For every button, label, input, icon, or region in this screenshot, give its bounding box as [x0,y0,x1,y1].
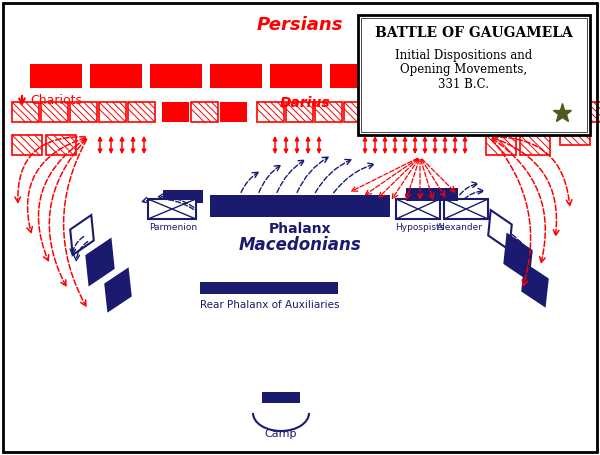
Polygon shape [488,210,512,250]
Bar [493,102,520,122]
Text: Parmenion: Parmenion [149,223,197,232]
Bar [162,102,189,122]
Polygon shape [523,264,548,306]
Bar [90,64,142,88]
Text: BATTLE OF GAUGAMELA: BATTLE OF GAUGAMELA [375,26,573,40]
Polygon shape [70,215,94,255]
Bar [12,102,39,122]
Bar [99,102,126,122]
Bar [406,188,458,201]
Bar [510,64,562,88]
Bar [580,102,600,122]
Polygon shape [86,239,113,285]
Bar [464,102,491,122]
Bar [344,102,371,122]
Text: Persians: Persians [257,16,343,34]
Bar [286,102,313,122]
Text: Darius: Darius [280,96,331,110]
Bar [262,392,300,403]
Bar [450,64,502,88]
Bar [257,102,284,122]
Text: Phalanx: Phalanx [269,222,331,236]
Text: Alexander: Alexander [437,223,483,232]
Bar [551,102,578,122]
Bar [396,199,440,219]
Text: Chariots: Chariots [30,95,82,107]
Bar [41,102,68,122]
Text: Rear Phalanx of Auxiliaries: Rear Phalanx of Auxiliaries [200,300,340,310]
Text: Initial Dispositions and
Opening Movements,
331 B.C.: Initial Dispositions and Opening Movemen… [395,49,533,91]
Bar [150,64,202,88]
Bar [486,135,516,155]
Bar [390,64,442,88]
Bar [128,102,155,122]
Polygon shape [106,269,131,311]
Text: Camp: Camp [265,429,297,439]
Bar [12,135,42,155]
Bar [163,190,203,203]
Bar [210,64,262,88]
Bar [522,102,549,122]
Text: Hypospists: Hypospists [395,223,445,232]
Bar [148,199,196,219]
Bar [361,18,587,132]
Bar [220,102,247,122]
Bar [270,64,322,88]
Bar [444,199,488,219]
Bar [406,102,433,122]
Bar [30,64,82,88]
Bar [70,102,97,122]
Bar [520,135,550,155]
Bar [46,135,76,155]
Polygon shape [505,234,532,280]
Bar [210,195,390,217]
Bar [373,102,400,122]
Text: Macedonians: Macedonians [239,236,361,254]
Bar [560,125,590,145]
Bar [200,282,338,294]
Bar [358,15,590,135]
Bar [330,64,382,88]
Bar [315,102,342,122]
Bar [191,102,218,122]
Bar [435,102,462,122]
